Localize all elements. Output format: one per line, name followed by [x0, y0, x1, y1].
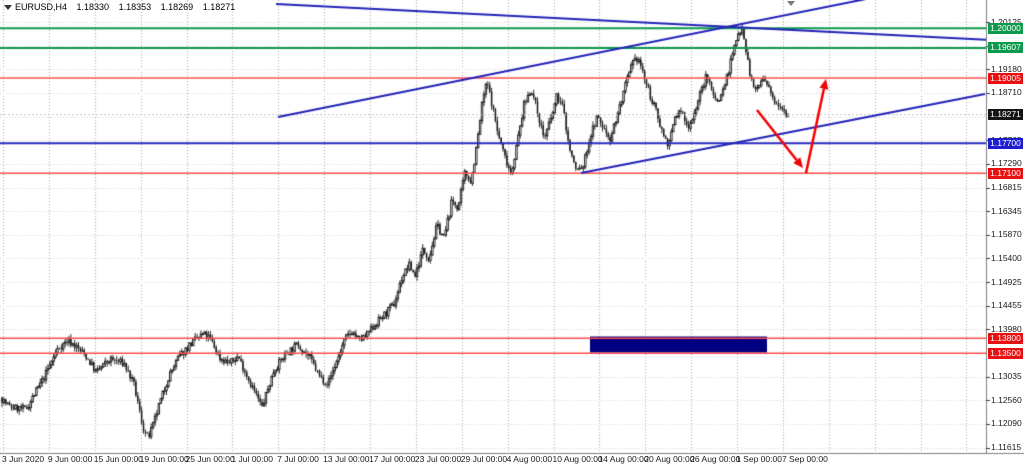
ohlc-high-value: 1.18353	[118, 2, 152, 12]
symbol-timeframe-label: EURUSD,H4	[15, 2, 68, 12]
time-tick-label: 15 Jun 00:00	[93, 454, 143, 464]
time-tick-label: 4 Aug 00:00	[506, 454, 553, 464]
time-tick-label: 3 Jun 2020	[2, 454, 45, 464]
time-tick-label: 25 Jun 00:00	[185, 454, 235, 464]
time-tick-label: 1 Jul 00:00	[231, 454, 273, 464]
price-tick-label: 1.14455	[991, 300, 1022, 310]
chart-collapse-icon[interactable]	[4, 5, 12, 10]
time-tick-label: 7 Jul 00:00	[277, 454, 319, 464]
chart-shift-marker-icon[interactable]	[787, 1, 795, 6]
price-tick-label: 1.13980	[991, 323, 1022, 334]
price-badge-1.13500: 1.13500	[988, 347, 1023, 359]
time-tick-label: 20 Aug 00:00	[644, 454, 695, 464]
price-tick-label: 1.15870	[991, 229, 1022, 240]
time-tick-label: 26 Aug 00:00	[690, 454, 741, 464]
price-badge-1.18271: 1.18271	[988, 109, 1023, 121]
price-badge-1.17700: 1.17700	[988, 137, 1023, 149]
price-badge-1.17100: 1.17100	[988, 167, 1023, 179]
price-tick-label: 1.12090	[991, 418, 1022, 429]
time-tick-label: 19 Jun 00:00	[139, 454, 189, 464]
time-tick-label: 13 Jul 00:00	[323, 454, 370, 464]
time-tick-label: 14 Aug 00:00	[598, 454, 649, 464]
time-tick-label: 1 Sep 00:00	[736, 454, 782, 464]
price-tick-label: 1.16815	[991, 182, 1022, 192]
price-tick-label: 1.11615	[991, 442, 1022, 452]
price-tick-label: 1.12560	[991, 394, 1022, 405]
price-tick-label: 1.16345	[991, 205, 1022, 216]
price-badge-1.20000: 1.20000	[988, 22, 1023, 34]
price-badge-1.19005: 1.19005	[988, 72, 1023, 84]
price-tick-label: 1.19180	[991, 63, 1022, 74]
time-tick-label: 10 Aug 00:00	[552, 454, 603, 464]
time-tick-label: 7 Sep 00:00	[781, 454, 828, 464]
price-tick-label: 1.15400	[991, 252, 1022, 263]
time-tick-label: 9 Jun 00:00	[47, 454, 93, 464]
chart-title: EURUSD,H4 1.18330 1.18353 1.18269 1.1827…	[15, 2, 242, 12]
price-badge-1.19607: 1.19607	[988, 42, 1023, 54]
price-tick-label: 1.14925	[991, 276, 1022, 287]
price-tick-label: 1.20125	[991, 16, 1022, 27]
ohlc-open-value: 1.18330	[76, 2, 110, 12]
price-badge-1.13800: 1.13800	[988, 332, 1023, 344]
time-tick-label: 23 Jul 00:00	[414, 454, 462, 464]
time-tick-label: 29 Jul 00:00	[460, 454, 508, 464]
price-tick-label: 1.18710	[991, 87, 1022, 98]
time-tick-label: 17 Jul 00:00	[369, 454, 416, 464]
ohlc-close-value: 1.18271	[202, 2, 236, 12]
ohlc-low-value: 1.18269	[160, 2, 194, 12]
price-tick-label: 1.13035	[991, 371, 1022, 381]
price-tick-label: 1.17290	[991, 158, 1022, 169]
